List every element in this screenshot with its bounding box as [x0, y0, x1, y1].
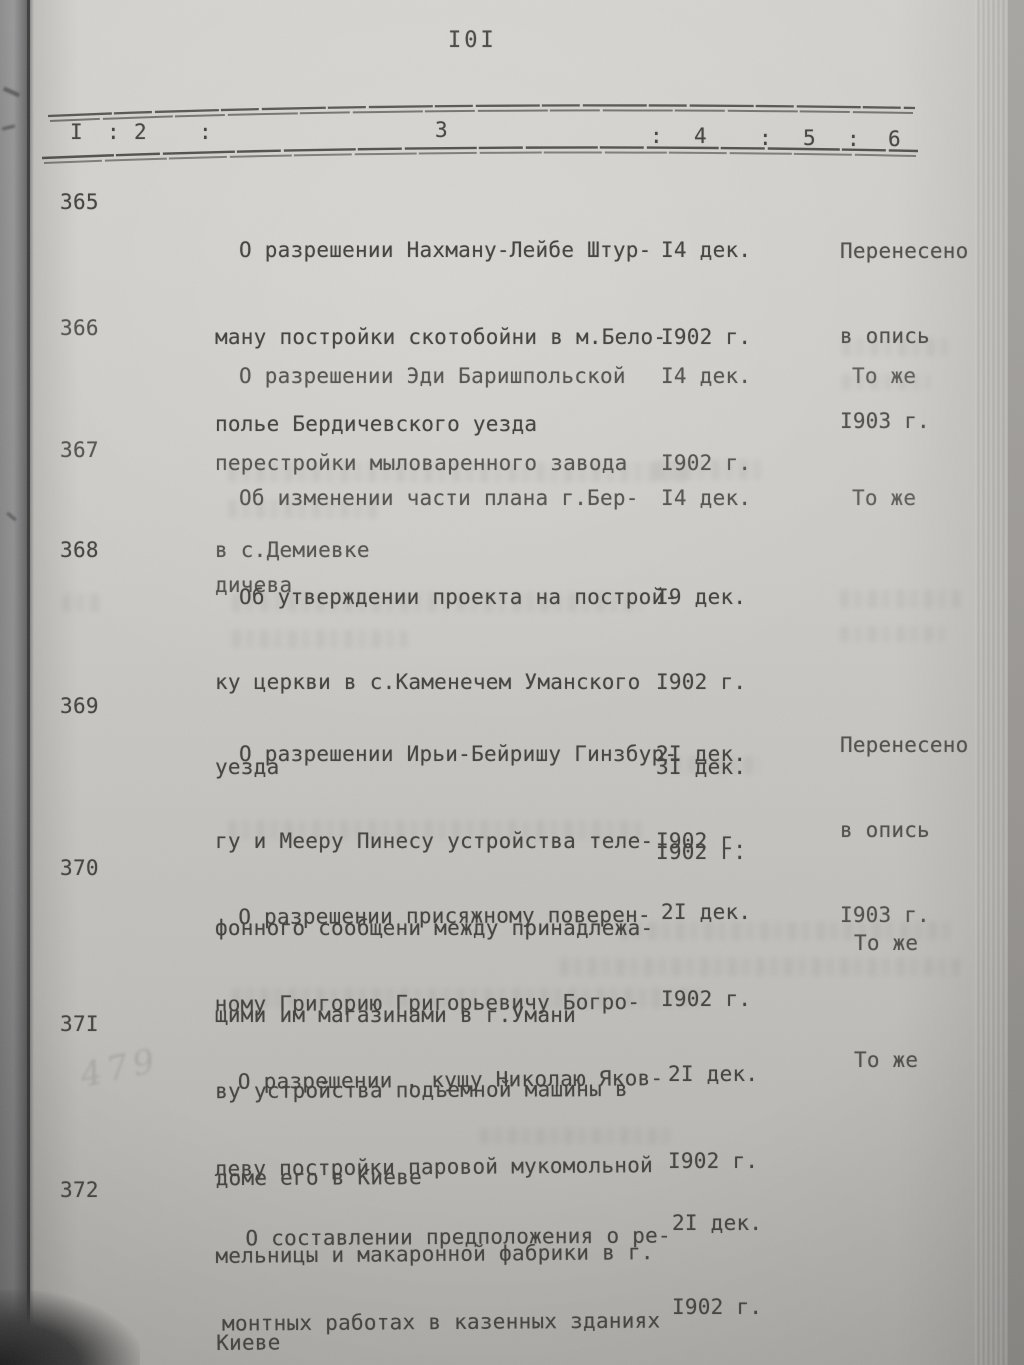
entry-note-line: Перенесено — [840, 733, 969, 757]
entry-note: То же — [854, 993, 982, 1128]
entry-description-line: Об изменении части плана г.Бер- — [239, 486, 639, 510]
column-label-3: 3 — [435, 118, 448, 142]
entry-number: 367 — [60, 438, 99, 462]
entry-description-line: монтных работах в казенных зданиях — [221, 1308, 661, 1336]
column-separator: : — [650, 124, 663, 148]
column-separator: : — [847, 127, 860, 151]
entry-note: То же — [852, 309, 980, 444]
entry-description-line: О составлении предположения о ре- — [245, 1223, 671, 1251]
entry-number: 369 — [60, 694, 99, 718]
entry-description-line: О разрешении . кущу Николаю Яков- — [237, 1066, 664, 1094]
entry-note-line: То же — [854, 1048, 919, 1072]
entry-description-line: О разрешении присяжному поверен- — [238, 902, 651, 930]
column-separator: : — [199, 120, 212, 144]
entry-date-line: 2I дек. — [672, 1211, 763, 1235]
column-label-2: 2 — [134, 120, 147, 144]
entry-date-line: I4 дек. — [661, 364, 752, 388]
column-label-5: 5 — [803, 126, 816, 150]
table-header-rules — [41, 104, 919, 164]
entry-description-line: О разрешении Нахману-Лейбе Штур- — [239, 238, 652, 262]
column-label-4: 4 — [694, 124, 707, 148]
entry-date-line: I9 дек. — [656, 585, 747, 609]
entry-date: 2I дек. I902 г. 23 дек. I902 г. — [672, 1157, 801, 1365]
entry-date-line: 2I дек. — [668, 1062, 759, 1086]
entry-number: 368 — [60, 538, 99, 562]
entry-number: 37I — [60, 1012, 99, 1036]
entry-number: 370 — [60, 856, 99, 880]
column-separator: : — [759, 126, 772, 150]
entry-note-line: То же — [852, 364, 917, 388]
entry-description-line: О разрешении Ирьи-Бейришу Гинзбур- — [239, 742, 678, 766]
entry-number: 372 — [60, 1178, 99, 1202]
entry-note-line: Перенесено — [840, 239, 969, 263]
entry-number: 365 — [60, 190, 99, 214]
entry-description-line: О разрешении Эди Баришпольской — [239, 364, 626, 388]
entry-note-line: То же — [852, 486, 917, 510]
column-label-1: I — [70, 120, 83, 144]
entry-note: То же — [854, 876, 982, 1011]
entry-note-line: в опись — [840, 818, 930, 842]
entry-date-line: 2I дек. — [661, 900, 752, 924]
entry-date-line: I4 дек. — [661, 486, 752, 510]
column-label-6: 6 — [888, 127, 901, 151]
entry-date-line: I4 дек. — [661, 238, 752, 262]
entry-description-line: Об утверждении проекта на построй- — [239, 585, 678, 609]
entry-date-line: I902 г. — [672, 1295, 763, 1319]
entry-note: То же — [852, 431, 980, 566]
entry-date-line: 2I дек. — [656, 742, 747, 766]
entry-number: 366 — [60, 316, 99, 340]
entry-note-line: То же — [854, 931, 919, 955]
entry-description: О составлении предположения о ре- монтны… — [221, 1169, 673, 1365]
column-separator: : — [107, 120, 120, 144]
